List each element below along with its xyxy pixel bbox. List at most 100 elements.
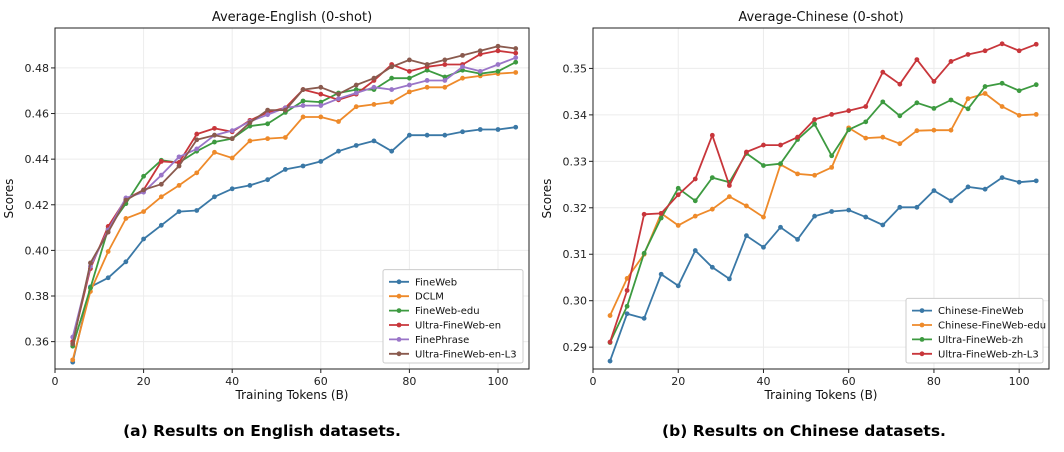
data-point bbox=[141, 236, 146, 242]
data-point bbox=[607, 358, 613, 364]
data-point bbox=[641, 315, 647, 321]
data-point bbox=[318, 114, 324, 120]
data-point bbox=[675, 283, 681, 289]
legend-swatch-marker bbox=[919, 308, 925, 313]
x-axis-label: Training Tokens (B) bbox=[764, 388, 878, 402]
data-point bbox=[495, 62, 501, 67]
legend-swatch-marker bbox=[919, 322, 925, 328]
data-point bbox=[176, 209, 182, 215]
legend-label: Ultra-FineWeb-en-L3 bbox=[415, 349, 517, 360]
data-point bbox=[624, 276, 630, 281]
y-tick-label: 0.29 bbox=[563, 341, 588, 354]
legend-label: Chinese-FineWeb bbox=[938, 306, 1024, 317]
data-point bbox=[336, 119, 341, 124]
data-point bbox=[442, 57, 448, 63]
data-point bbox=[1016, 112, 1022, 118]
legend-label: Ultra-FineWeb-zh-L3 bbox=[938, 349, 1039, 360]
data-point bbox=[158, 194, 164, 200]
data-point bbox=[300, 163, 306, 169]
data-point bbox=[795, 134, 800, 140]
data-point bbox=[914, 128, 920, 134]
data-point bbox=[744, 149, 749, 155]
data-point bbox=[513, 55, 519, 61]
data-point bbox=[675, 192, 681, 198]
y-tick-label: 0.30 bbox=[563, 295, 588, 308]
data-point bbox=[948, 198, 954, 204]
data-point bbox=[282, 135, 288, 140]
data-point bbox=[965, 52, 971, 57]
data-point bbox=[948, 59, 954, 64]
data-point bbox=[477, 51, 483, 57]
data-point bbox=[778, 224, 783, 230]
data-point bbox=[141, 173, 146, 179]
data-point bbox=[265, 177, 271, 183]
data-point bbox=[863, 135, 869, 141]
data-point bbox=[229, 155, 235, 161]
data-point bbox=[829, 112, 835, 117]
data-point bbox=[709, 264, 715, 270]
data-point bbox=[812, 172, 818, 178]
data-point bbox=[829, 164, 835, 170]
data-point bbox=[495, 68, 501, 74]
data-point bbox=[658, 271, 664, 277]
y-tick-label: 0.40 bbox=[25, 244, 50, 257]
series-Chinese-FineWeb-edu bbox=[607, 91, 1039, 318]
data-point bbox=[999, 175, 1005, 180]
data-point bbox=[948, 127, 954, 133]
data-point bbox=[194, 208, 200, 213]
data-point bbox=[982, 91, 988, 96]
data-point bbox=[931, 79, 937, 84]
data-point bbox=[141, 209, 146, 215]
data-point bbox=[863, 104, 869, 109]
data-point bbox=[300, 114, 306, 120]
data-point bbox=[829, 153, 835, 159]
data-point bbox=[999, 41, 1005, 47]
y-tick-label: 0.48 bbox=[25, 62, 50, 75]
data-point bbox=[931, 105, 937, 111]
series-line bbox=[609, 176, 1037, 362]
data-point bbox=[999, 80, 1005, 86]
series-line bbox=[71, 45, 516, 345]
data-point bbox=[282, 107, 288, 113]
chart-title: Average-Chinese (0-shot) bbox=[738, 10, 903, 25]
data-point bbox=[624, 288, 630, 293]
data-point bbox=[1016, 48, 1022, 54]
data-point bbox=[513, 50, 519, 56]
data-point bbox=[709, 175, 715, 180]
series-Ultra-FineWeb-en-L3 bbox=[70, 43, 519, 347]
data-point bbox=[965, 96, 971, 102]
data-point bbox=[371, 84, 377, 90]
x-tick-label: 40 bbox=[756, 375, 770, 388]
data-point bbox=[641, 211, 647, 217]
legend-box bbox=[382, 269, 524, 364]
data-point bbox=[176, 163, 182, 169]
data-point bbox=[863, 119, 869, 125]
data-point bbox=[406, 132, 412, 138]
data-point bbox=[105, 249, 111, 254]
data-point bbox=[812, 213, 818, 219]
data-point bbox=[353, 90, 359, 96]
data-point bbox=[265, 107, 271, 113]
data-point bbox=[460, 52, 465, 58]
data-point bbox=[229, 186, 235, 192]
data-point bbox=[300, 103, 306, 108]
series-line bbox=[609, 42, 1037, 343]
data-point bbox=[318, 159, 324, 164]
data-point bbox=[336, 91, 341, 97]
legend-swatch-marker bbox=[396, 308, 402, 313]
chart-panel-2: 0 20 40 60 80 100 0.29 0.30 0.31 0.32 0.33 0.34 0.35… bbox=[540, 10, 1050, 402]
x-tick-label: 0 bbox=[590, 375, 597, 388]
data-point bbox=[513, 46, 519, 51]
data-point bbox=[212, 149, 217, 155]
x-tick-label: 80 bbox=[402, 375, 416, 388]
series-line bbox=[609, 92, 1037, 316]
data-point bbox=[726, 183, 732, 188]
x-axis-label: Training Tokens (B) bbox=[235, 388, 349, 402]
data-point bbox=[880, 134, 886, 140]
data-point bbox=[194, 137, 200, 143]
data-point bbox=[477, 48, 483, 54]
chart-panel-1: 0 20 40 60 80 100 0.36 0.38 0.40 0.42 0.44 0.46 0.48… bbox=[2, 10, 530, 402]
data-point bbox=[658, 215, 664, 221]
data-point bbox=[897, 204, 903, 210]
data-point bbox=[318, 103, 324, 108]
